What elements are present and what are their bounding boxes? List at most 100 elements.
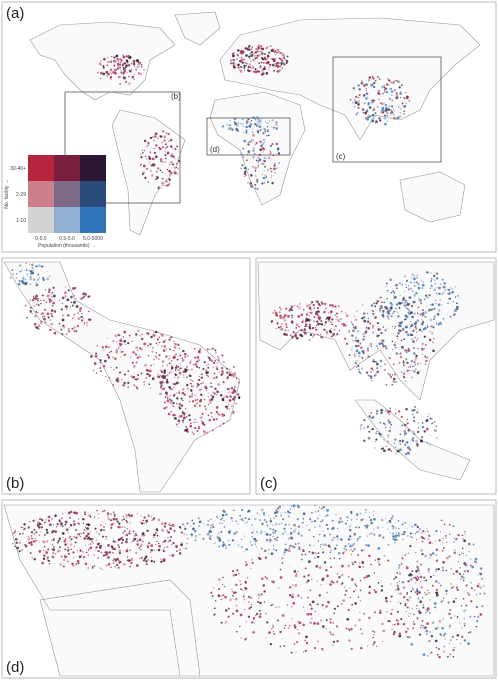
dot: [453, 540, 456, 543]
dot: [298, 530, 300, 533]
dot: [416, 411, 419, 414]
dot: [375, 432, 377, 435]
dot: [248, 140, 251, 143]
greenland: [174, 11, 221, 46]
dot: [391, 517, 393, 519]
dot: [480, 586, 482, 588]
dot: [396, 335, 399, 338]
dot: [247, 509, 251, 513]
dot: [380, 408, 383, 412]
dot: [390, 601, 392, 603]
dot: [358, 371, 361, 374]
dot: [399, 324, 402, 328]
dot: [417, 408, 419, 410]
dot: [306, 304, 309, 308]
dot: [251, 531, 254, 534]
dot: [149, 157, 151, 160]
dot: [208, 529, 212, 533]
dot: [28, 537, 31, 539]
dot: [386, 297, 388, 300]
dot: [83, 323, 86, 325]
dot: [193, 421, 196, 424]
dot: [438, 655, 441, 659]
dot: [426, 326, 429, 329]
dot: [390, 90, 394, 93]
dot: [123, 563, 126, 566]
dot: [34, 314, 37, 318]
dot: [106, 75, 108, 77]
dot: [337, 605, 339, 608]
dot: [175, 550, 178, 553]
dot: [254, 118, 257, 121]
dot: [101, 535, 104, 538]
dot: [166, 378, 169, 381]
dot: [454, 313, 456, 315]
dot: [475, 594, 478, 596]
dot: [370, 304, 374, 307]
dot: [369, 518, 373, 522]
dot: [227, 607, 230, 610]
dot: [263, 590, 266, 593]
dot: [316, 603, 319, 606]
dot: [424, 593, 427, 596]
dot: [304, 553, 307, 556]
dot: [41, 524, 43, 526]
dot: [406, 418, 408, 421]
dot: [310, 604, 313, 607]
dot: [304, 567, 307, 570]
dot: [212, 391, 214, 394]
dot: [147, 181, 149, 183]
dot: [45, 301, 48, 303]
dot: [388, 413, 390, 415]
dot: [54, 530, 57, 534]
dot: [406, 534, 409, 537]
dot: [415, 281, 418, 284]
dot: [325, 307, 327, 310]
dot: [448, 297, 451, 300]
dot: [433, 602, 437, 605]
dot: [247, 143, 250, 146]
dot: [385, 90, 389, 94]
dot: [283, 627, 286, 630]
dot: [25, 262, 27, 264]
dot: [253, 53, 255, 55]
dot: [467, 632, 470, 634]
dot: [127, 381, 130, 384]
dot: [333, 557, 335, 559]
dot: [101, 346, 104, 349]
dot: [16, 546, 19, 550]
dot: [71, 562, 74, 565]
dot: [346, 617, 350, 621]
dot: [347, 543, 350, 545]
dot: [463, 562, 466, 565]
dot: [258, 153, 261, 156]
dot: [115, 517, 118, 521]
dot: [216, 390, 220, 394]
dot: [341, 603, 343, 605]
dot: [83, 318, 85, 320]
dot: [435, 529, 438, 533]
dot: [430, 651, 433, 654]
dot: [214, 360, 216, 362]
dot: [435, 580, 438, 583]
dot: [120, 61, 122, 63]
dot: [234, 63, 237, 65]
dot: [233, 591, 236, 595]
dot: [318, 506, 321, 509]
dot: [399, 92, 402, 95]
dot: [168, 178, 171, 182]
dot: [135, 333, 138, 336]
dot: [169, 527, 173, 531]
dot: [126, 556, 129, 558]
dot: [149, 343, 152, 346]
dot: [87, 523, 91, 527]
dot: [389, 620, 391, 623]
dot: [398, 86, 401, 89]
dot: [118, 549, 122, 552]
dot: [265, 175, 268, 177]
dot: [385, 426, 387, 429]
dot: [276, 124, 279, 126]
dot: [302, 527, 304, 529]
dot: [338, 320, 340, 322]
dot: [143, 522, 146, 525]
